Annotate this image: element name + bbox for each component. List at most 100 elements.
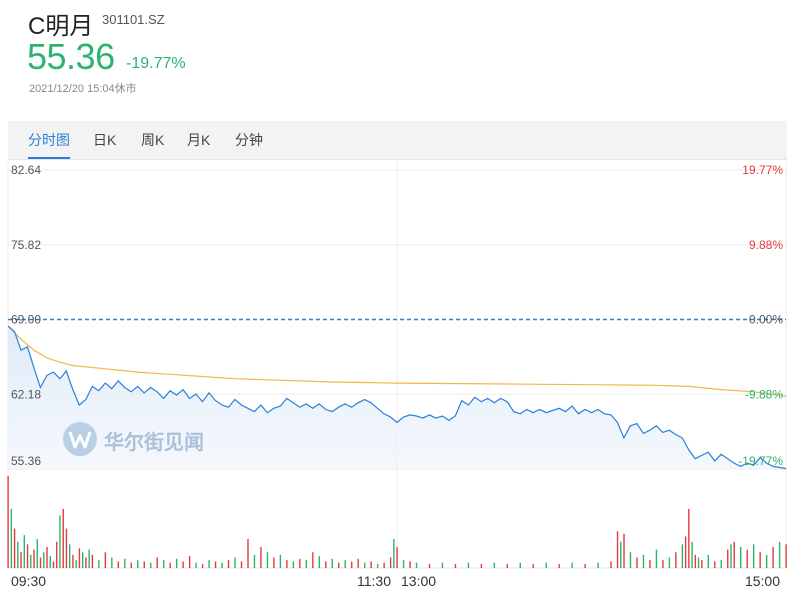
volume-bar (376, 564, 379, 568)
volume-bar (247, 539, 249, 568)
volume-bar (662, 560, 664, 568)
volume-bar (253, 554, 256, 568)
volume-bar (584, 564, 586, 568)
volume-bar (636, 557, 638, 568)
volume-bar (227, 560, 230, 568)
volume-bar (20, 552, 22, 568)
volume-bar (325, 561, 327, 568)
x-axis-time-label: 15:00 (745, 573, 780, 589)
volume-bar (266, 552, 269, 568)
volume-bar (214, 561, 217, 568)
volume-bar (351, 561, 353, 568)
y-axis-label-right: 9.88% (749, 238, 783, 252)
volume-bar (506, 564, 509, 568)
price-area-fill (8, 326, 786, 469)
x-axis-time-label: 09:30 (11, 573, 46, 589)
volume-bar (43, 552, 45, 568)
volume-bar (88, 549, 90, 568)
volume-bar (39, 557, 42, 568)
tab-weekly-k[interactable]: 周K (141, 132, 165, 148)
volume-bar (163, 560, 165, 568)
volume-bar (772, 546, 774, 568)
volume-bar (23, 535, 26, 568)
volume-bar (26, 544, 29, 568)
y-axis-label-left: 75.82 (11, 238, 41, 252)
volume-bar (68, 544, 71, 568)
volume-bar (208, 560, 210, 568)
volume-bar (616, 531, 619, 568)
volume-bar (65, 528, 68, 568)
volume-bar (629, 552, 632, 568)
volume-bar (370, 561, 372, 568)
volume-bar (597, 562, 599, 568)
y-axis-label-left: 69.00 (11, 313, 41, 327)
volume-bar (292, 561, 295, 568)
volume-bar (752, 544, 755, 568)
tab-minute[interactable]: 分钟 (235, 132, 263, 148)
volume-bar (620, 541, 622, 568)
volume-bar (519, 562, 521, 568)
volume-bar (72, 554, 74, 568)
volume-bar (649, 560, 651, 568)
volume-bar (727, 549, 729, 568)
volume-bar (675, 552, 677, 568)
y-axis-label-right: -9.88% (745, 387, 783, 401)
volume-bar (707, 554, 709, 568)
volume-bar (305, 560, 308, 568)
volume-bar (75, 560, 77, 568)
volume-bar (415, 562, 418, 568)
volume-bar (117, 561, 120, 568)
volume-bar (143, 561, 145, 568)
volume-bar (56, 541, 58, 568)
volume-bar (17, 541, 19, 568)
volume-bar (765, 554, 768, 568)
volume-bar (338, 562, 340, 568)
volume-bar (299, 558, 301, 568)
volume-bar (52, 561, 55, 568)
volume-bars (7, 476, 787, 568)
x-axis-time-label: 13:00 (401, 573, 436, 589)
tab-intraday[interactable]: 分时图 (28, 121, 70, 159)
tab-monthly-k[interactable]: 月K (187, 132, 211, 148)
volume-bar (623, 533, 625, 568)
chart-tab-bar: 分时图 日K 周K 月K 分钟 (8, 121, 787, 160)
volume-bar (655, 549, 658, 568)
volume-bar (684, 536, 687, 568)
y-axis-label-right: -19.77% (738, 454, 783, 468)
volume-bar (720, 560, 722, 568)
volume-bar (36, 539, 38, 568)
volume-bar (409, 561, 411, 568)
volume-bar (532, 564, 534, 568)
volume-bar (260, 546, 262, 568)
volume-bar (279, 554, 282, 568)
volume-bar (467, 562, 470, 568)
volume-bar (7, 476, 9, 568)
x-axis-time-label: 11:30 (357, 573, 391, 589)
volume-bar (383, 562, 385, 568)
stock-code: 301101.SZ (102, 12, 165, 27)
volume-bar (681, 544, 684, 568)
volume-bar (169, 562, 171, 568)
volume-bar (730, 544, 732, 568)
volume-bar (697, 557, 700, 568)
volume-bar (150, 562, 152, 568)
volume-bar (558, 564, 560, 568)
volume-bar (62, 508, 64, 568)
tab-daily-k[interactable]: 日K (93, 132, 117, 148)
price-change-percent: -19.77% (126, 55, 186, 72)
volume-bar (545, 562, 547, 568)
volume-bar (363, 562, 366, 568)
volume-bar (396, 546, 398, 568)
volume-bar (124, 558, 126, 568)
volume-bar (480, 564, 483, 568)
volume-bar (85, 557, 87, 568)
volume-bar (234, 557, 236, 568)
volume-bar (402, 560, 405, 568)
volume-bar (357, 558, 359, 568)
volume-bar (286, 560, 288, 568)
volume-bar (46, 546, 48, 568)
volume-bar (785, 544, 787, 568)
volume-bar (493, 562, 496, 568)
volume-bar (312, 552, 314, 568)
